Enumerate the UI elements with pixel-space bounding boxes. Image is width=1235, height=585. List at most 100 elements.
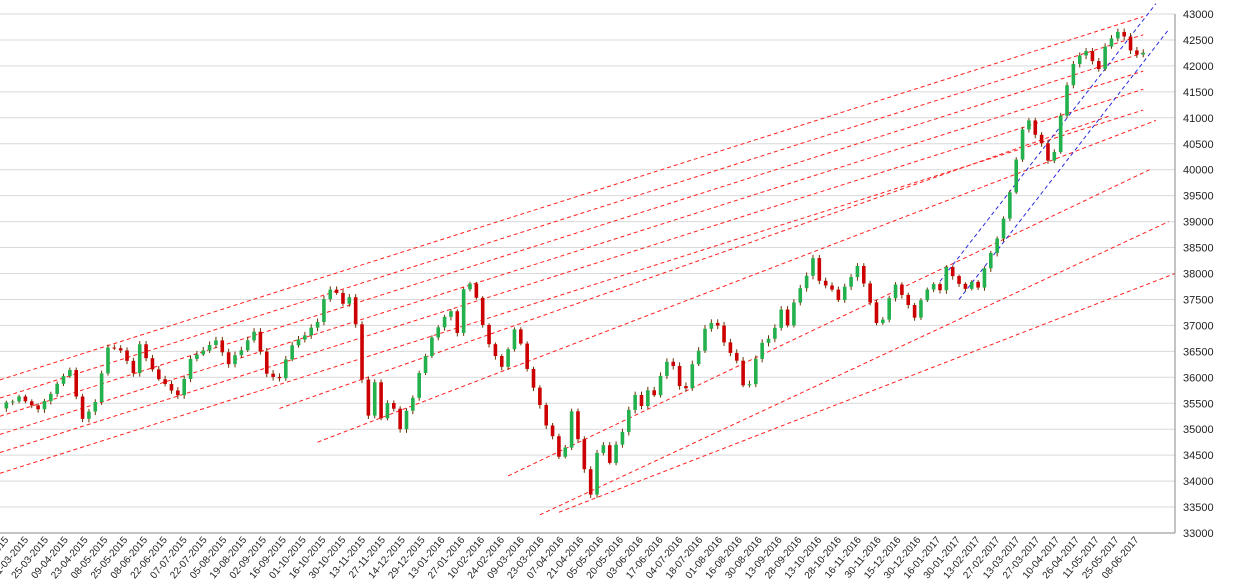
candle-down	[36, 405, 40, 410]
candle-up	[1077, 55, 1082, 64]
candle-up	[207, 344, 212, 351]
candle-up	[646, 390, 650, 407]
candle-up	[17, 396, 21, 402]
x-axis: 25-02-201511-03-201525-03-201509-04-2015…	[0, 532, 1175, 581]
candle-up	[68, 370, 72, 377]
candle-up	[881, 319, 885, 324]
candle-down	[938, 284, 942, 291]
candle-up	[61, 376, 66, 384]
candle-up	[55, 383, 59, 394]
candle-down	[150, 358, 155, 370]
candle-up	[601, 445, 606, 453]
candle-up	[1058, 115, 1063, 153]
candle-down	[1135, 50, 1139, 55]
candle-down	[550, 425, 555, 437]
candle-up	[252, 331, 256, 341]
candle-up	[798, 288, 803, 303]
red-trendline	[0, 109, 1144, 474]
candle-down	[379, 382, 383, 419]
candle-up	[430, 337, 434, 357]
candle-down	[950, 266, 955, 277]
candle-down	[23, 396, 28, 402]
candle-up	[309, 327, 314, 336]
red-trendline	[0, 34, 1144, 399]
candle-down	[144, 344, 148, 359]
candle-up	[1008, 192, 1012, 219]
candle-up	[919, 300, 923, 318]
red-trendline	[279, 114, 1112, 409]
candle-up	[1071, 63, 1076, 86]
candle-up	[665, 361, 669, 376]
candle-up	[703, 328, 707, 351]
candle-down	[557, 436, 561, 457]
candle-down	[582, 439, 587, 470]
candle-up	[449, 311, 453, 317]
candle-up	[893, 284, 898, 299]
candle-up	[284, 359, 288, 379]
candle-up	[982, 268, 987, 288]
red-trendline	[317, 119, 1157, 443]
candle-up	[1103, 46, 1107, 70]
y-tick-label: 35000	[1183, 424, 1214, 436]
red-trendline	[0, 16, 1144, 381]
candle-up	[595, 452, 599, 495]
candle-up	[404, 410, 409, 430]
candle-up	[214, 340, 218, 345]
candle-down	[271, 373, 275, 377]
candle-up	[1084, 51, 1088, 56]
candle-up	[1052, 152, 1057, 161]
y-tick-label: 38500	[1183, 243, 1214, 255]
candle-down	[334, 289, 339, 293]
candle-up	[290, 345, 294, 360]
candle-down	[220, 340, 225, 353]
y-tick-label: 35500	[1183, 398, 1214, 410]
candle-up	[626, 409, 631, 432]
y-tick-label: 33500	[1183, 502, 1214, 514]
candle-down	[277, 376, 282, 379]
y-tick-label: 37000	[1183, 320, 1214, 332]
candle-up	[1141, 52, 1146, 55]
candle-up	[233, 355, 237, 365]
candle-down	[1033, 120, 1038, 135]
candle-down	[391, 403, 396, 409]
candle-down	[455, 311, 460, 333]
candle-down	[398, 408, 402, 430]
candle-down	[531, 368, 536, 388]
y-tick-label: 36000	[1183, 372, 1214, 384]
candle-down	[785, 309, 790, 326]
candle-up	[245, 340, 250, 351]
candle-down	[1128, 36, 1133, 51]
candle-down	[353, 297, 358, 325]
candle-up	[182, 378, 186, 396]
candle-down	[1096, 61, 1101, 70]
candle-up	[461, 289, 466, 333]
candle-up	[989, 252, 993, 269]
candle-up	[842, 286, 847, 301]
candle-down	[258, 331, 263, 352]
candle-down	[125, 350, 129, 361]
candle-down	[341, 292, 345, 304]
candle-up	[658, 375, 663, 396]
candle-up	[633, 394, 637, 410]
candle-up	[42, 401, 47, 410]
candle-up	[372, 382, 377, 416]
red-trendline	[0, 52, 1144, 417]
candle-up	[195, 354, 199, 359]
candle-down	[576, 411, 580, 440]
candle-down	[957, 276, 961, 284]
trendlines	[0, 3, 1176, 516]
y-axis: 33000 33500 34000 34500 35000 35500 36000 36500…	[1174, 9, 1214, 540]
candle-down	[360, 324, 364, 380]
candle-down	[538, 387, 542, 406]
candle-up	[563, 447, 568, 457]
red-trendline	[507, 169, 1150, 477]
candle-up	[620, 431, 625, 445]
candle-down	[639, 394, 644, 407]
candle-up	[322, 299, 326, 322]
candle-up	[385, 403, 390, 419]
candle-down	[677, 365, 682, 387]
candle-down	[906, 294, 911, 306]
candle-down	[169, 383, 174, 391]
candle-down	[868, 283, 872, 303]
